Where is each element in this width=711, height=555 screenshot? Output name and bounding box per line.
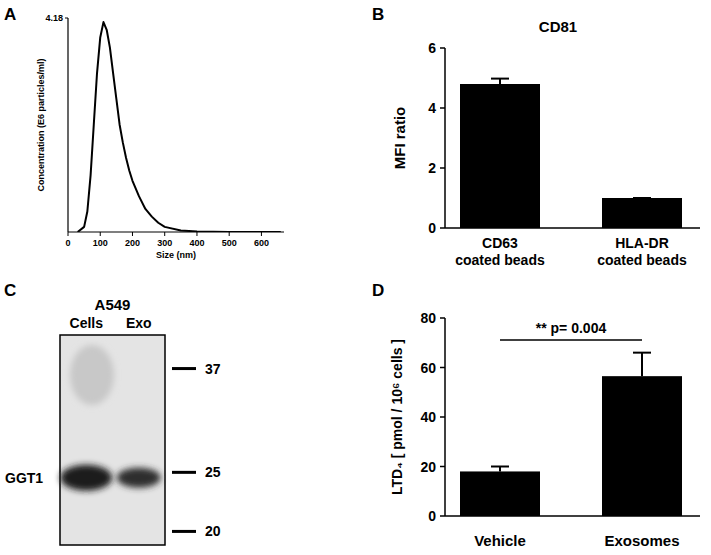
y-tick-label: 0 bbox=[428, 220, 436, 236]
band-label: GGT1 bbox=[5, 470, 43, 486]
y-tick-label: 80 bbox=[420, 310, 436, 326]
y-tick-label: 60 bbox=[420, 360, 436, 376]
x-axis-label: Size (nm) bbox=[156, 250, 196, 260]
figure: A01002003004005006004.18Size (nm)Concent… bbox=[0, 0, 711, 555]
category-label: HLA-DRcoated beads bbox=[597, 235, 687, 268]
y-tick bbox=[440, 167, 445, 169]
x-tick-label: 100 bbox=[93, 238, 108, 248]
error-stem bbox=[641, 353, 643, 377]
size-distribution-line bbox=[78, 22, 281, 232]
bar bbox=[602, 198, 682, 228]
y-tick-label: 4 bbox=[428, 100, 436, 116]
plot-area bbox=[460, 79, 682, 228]
error-cap bbox=[633, 352, 651, 354]
category-label-line: HLA-DR bbox=[615, 235, 669, 251]
y-tick bbox=[440, 107, 445, 109]
x-tick-label: 400 bbox=[189, 238, 204, 248]
x-tick bbox=[196, 232, 197, 236]
y-tick-label: 40 bbox=[420, 409, 436, 425]
y-axis bbox=[67, 18, 68, 232]
band bbox=[60, 465, 112, 491]
y-tick-label: 6 bbox=[428, 40, 436, 56]
x-tick-label: 200 bbox=[125, 238, 140, 248]
y-tick bbox=[440, 227, 445, 229]
marker-label: 20 bbox=[205, 523, 221, 539]
y-tick-label: 2 bbox=[428, 160, 436, 176]
x-tick-label: 0 bbox=[65, 238, 70, 248]
y-tick bbox=[440, 466, 445, 468]
y-axis-label: Concentration (E6 particles/ml) bbox=[36, 58, 46, 191]
y-tick-label: 0 bbox=[428, 508, 436, 524]
y-tick bbox=[440, 416, 445, 418]
bar-panel: 0 20 40 60 80 LTD₄ [ pmol / 10⁶ cells ] Vehicl… bbox=[389, 310, 700, 549]
category-label: CD63coated beads bbox=[455, 235, 545, 268]
title: CD81 bbox=[539, 18, 577, 35]
y-tick bbox=[440, 47, 445, 49]
error-bar bbox=[633, 198, 651, 199]
plot-area bbox=[78, 22, 281, 232]
marker-label: 25 bbox=[205, 464, 221, 480]
error-bar bbox=[633, 353, 651, 377]
y-tick bbox=[440, 515, 445, 517]
marker-tick bbox=[172, 530, 196, 533]
bar-panel: 0246CD81MFI ratioCD63coated beadsHLA-DRc… bbox=[391, 18, 700, 268]
category-label: Vehicle bbox=[474, 532, 526, 549]
lane-label: Cells bbox=[70, 315, 104, 331]
blot-membrane bbox=[60, 335, 165, 545]
x-tick bbox=[229, 232, 230, 236]
error-bar bbox=[491, 467, 509, 472]
category-label-line: Exosomes bbox=[604, 532, 679, 549]
x-tick-label: 300 bbox=[157, 238, 172, 248]
y-axis-label: MFI ratio bbox=[391, 107, 408, 170]
x-tick bbox=[100, 232, 101, 236]
lane-label: Exo bbox=[126, 315, 152, 331]
y-tick bbox=[440, 367, 445, 369]
marker-label: 37 bbox=[205, 361, 221, 377]
annotation: ** p= 0.004 bbox=[536, 320, 607, 336]
x-tick-label: 600 bbox=[254, 238, 269, 248]
plot-area bbox=[460, 353, 682, 516]
panel-letter: C bbox=[4, 281, 16, 300]
y-tick bbox=[440, 317, 445, 319]
marker-tick bbox=[172, 471, 196, 474]
marker-tick bbox=[172, 367, 196, 370]
category-label-line: coated beads bbox=[455, 252, 545, 268]
panel-letter: A bbox=[4, 5, 16, 24]
y-axis-label: LTD₄ [ pmol / 10⁶ cells ] bbox=[389, 339, 405, 495]
bar bbox=[602, 376, 682, 516]
category-label-line: coated beads bbox=[597, 252, 687, 268]
x-tick-label: 500 bbox=[222, 238, 237, 248]
y-tick bbox=[65, 18, 68, 19]
title: A549 bbox=[95, 296, 131, 313]
line-panel: 0 100 200 300 400 500 600 4.18 Size (nm) Concentr… bbox=[36, 13, 284, 260]
blot-panel: A549 Cells Exo GGT1 37 25 20 bbox=[5, 296, 221, 545]
panel-letter: B bbox=[372, 5, 384, 24]
x-tick bbox=[164, 232, 165, 236]
error-bar bbox=[491, 79, 509, 84]
category-label-line: CD63 bbox=[482, 235, 518, 251]
x-tick bbox=[68, 232, 69, 236]
x-tick bbox=[132, 232, 133, 236]
band bbox=[117, 468, 161, 488]
y-axis bbox=[444, 48, 446, 228]
x-tick bbox=[261, 232, 262, 236]
y-tick-label: 4.18 bbox=[45, 13, 63, 23]
bar bbox=[460, 471, 540, 516]
error-cap bbox=[491, 78, 509, 80]
category-label-line: Vehicle bbox=[474, 532, 526, 549]
significance-bracket bbox=[500, 339, 642, 341]
error-cap bbox=[633, 197, 651, 199]
bar bbox=[460, 84, 540, 228]
panel-letter: D bbox=[372, 281, 384, 300]
category-label: Exosomes bbox=[604, 532, 679, 549]
error-cap bbox=[491, 466, 509, 468]
blot-smear bbox=[70, 345, 114, 405]
y-tick-label: 20 bbox=[420, 459, 436, 475]
